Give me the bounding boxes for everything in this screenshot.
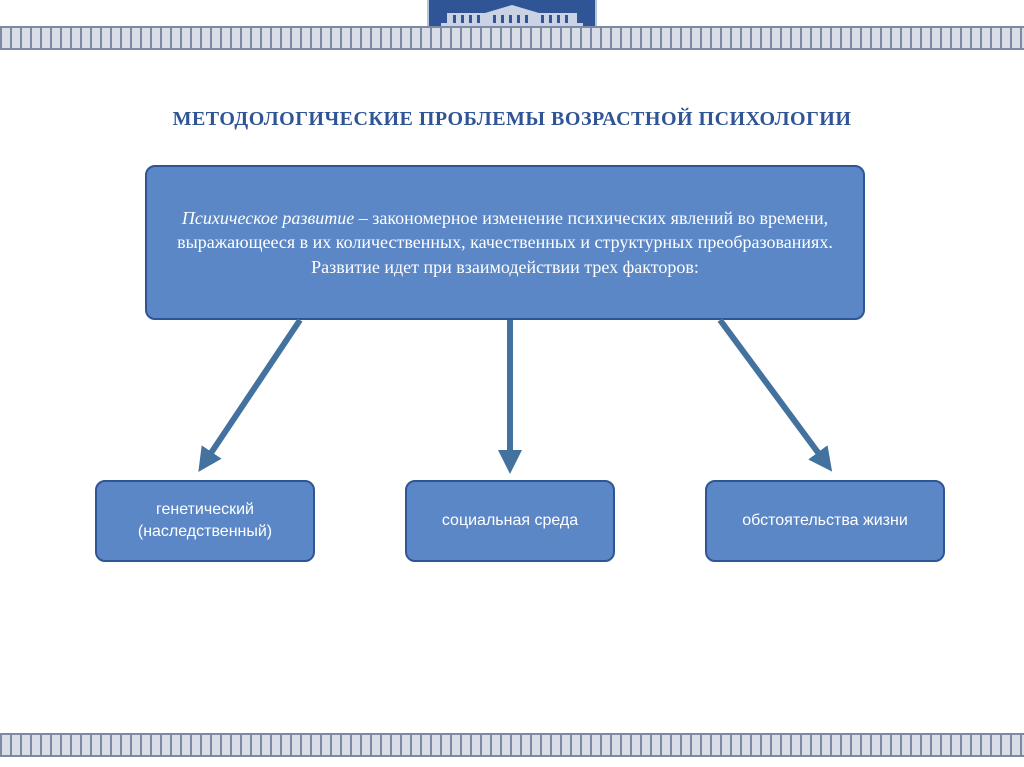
- greek-border-top: [0, 26, 1024, 50]
- factor-box-social: социальная среда: [405, 480, 615, 562]
- factor-label-line1: социальная среда: [442, 510, 578, 532]
- factor-label-line1: генетический: [156, 499, 254, 521]
- main-text-p2: Развитие идет при взаимодействии трех фа…: [311, 255, 699, 279]
- slide-root: МЕТОДОЛОГИЧЕСКИЕ ПРОБЛЕМЫ ВОЗРАСТНОЙ ПСИ…: [0, 0, 1024, 767]
- slide-title: МЕТОДОЛОГИЧЕСКИЕ ПРОБЛЕМЫ ВОЗРАСТНОЙ ПСИ…: [0, 108, 1024, 131]
- main-definition-box: Психическое развитие – закономерное изме…: [145, 165, 865, 320]
- factor-box-circumstance: обстоятельства жизни: [705, 480, 945, 562]
- main-text-p1: Психическое развитие – закономерное изме…: [167, 206, 843, 255]
- greek-border-bottom: [0, 733, 1024, 757]
- factor-label-line2: (наследственный): [138, 521, 272, 543]
- factor-box-genetic: генетический (наследственный): [95, 480, 315, 562]
- arrow-to-genetic: [205, 320, 300, 462]
- factor-label-line1: обстоятельства жизни: [742, 510, 908, 532]
- main-lead-term: Психическое развитие: [182, 208, 354, 228]
- arrow-to-circumstance: [720, 320, 825, 462]
